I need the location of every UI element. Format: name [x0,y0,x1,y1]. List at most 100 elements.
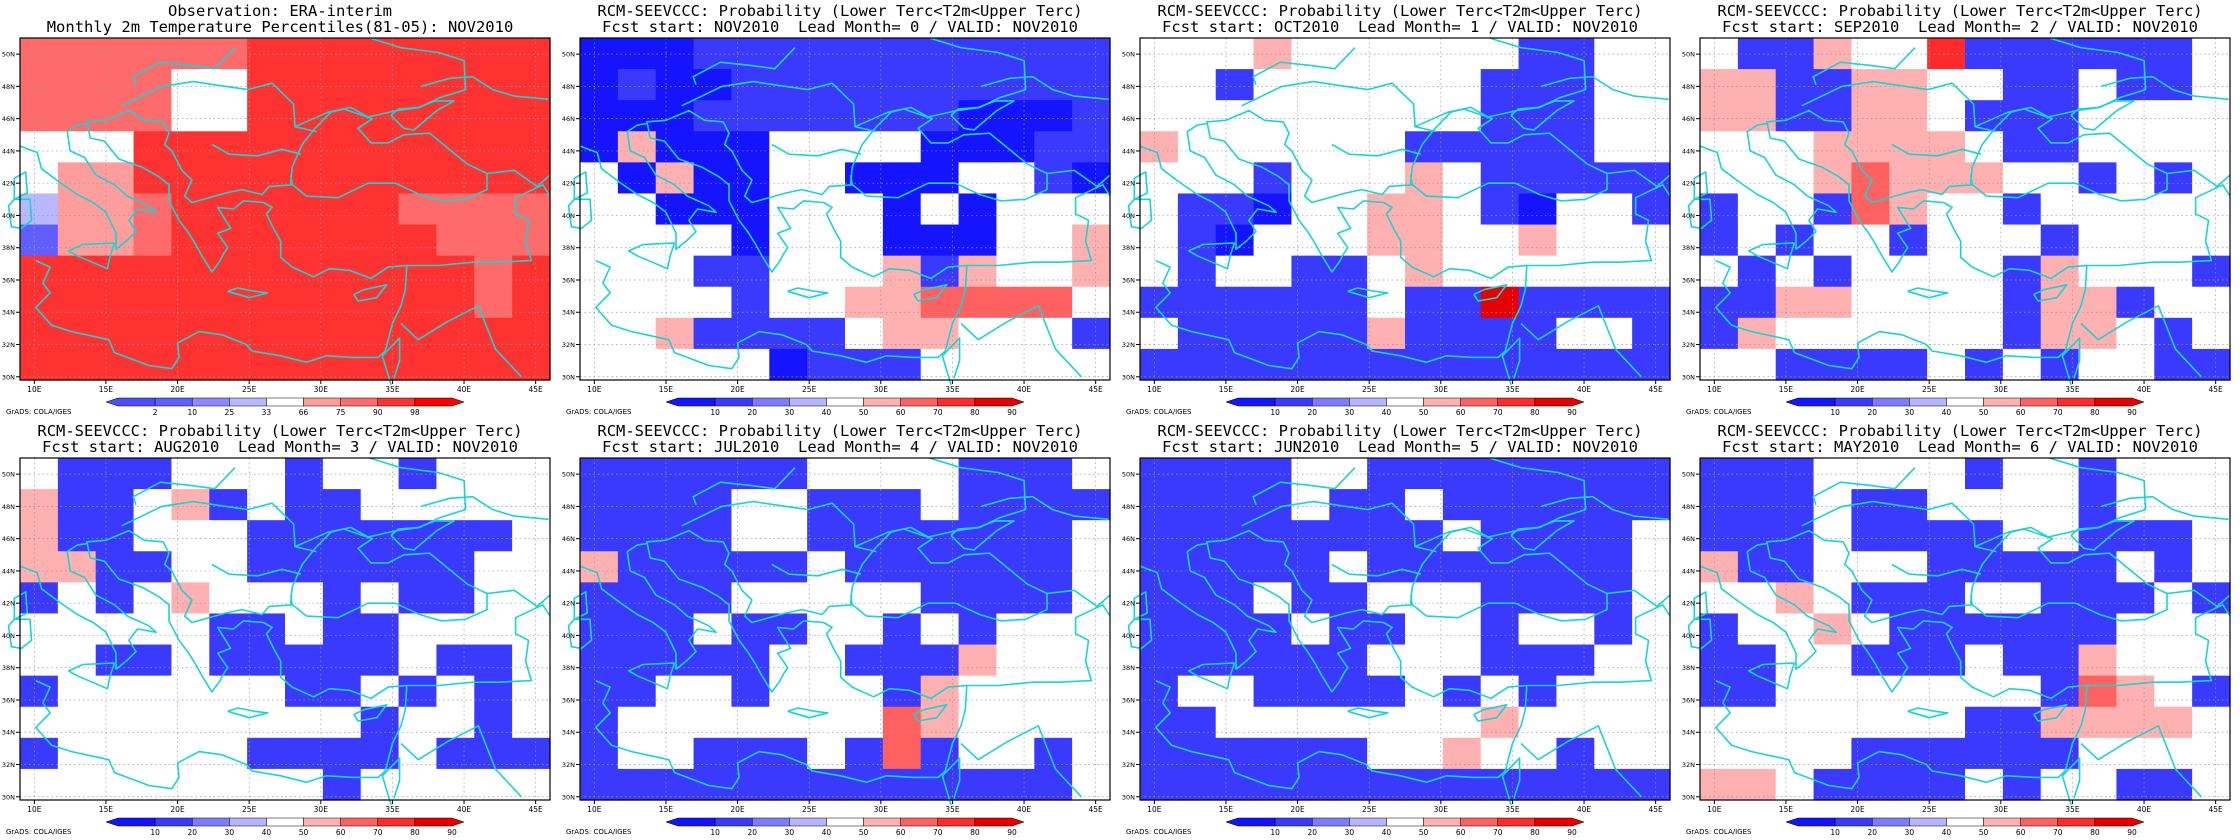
grid-cell [1814,131,1852,163]
lat-tick-label: 50N [1122,51,1135,59]
grid-cell [1216,769,1254,801]
colorbar-label: 40 [1382,828,1392,837]
grid-cell [2003,131,2041,163]
grid-cell [1556,489,1594,521]
colorbar-label: 10 [1270,408,1280,417]
grid-cell [2154,349,2192,381]
grads-credit: GrADS: COLA/IGES [1686,828,1751,836]
lon-tick-label: 25E [802,805,817,814]
grid-cell [1034,349,1072,381]
grid-cell [171,613,209,645]
grid-cell [1965,349,2003,381]
grid-cell [1556,162,1594,194]
grid-cell [512,551,550,583]
grid-cell [921,287,959,319]
grid-cell [1632,613,1670,645]
map-plot-lead3: 10E 15E 20E 25E 30E 35E 40E 45E30N32N34N36N38N4… [0,420,560,840]
grid-cell [1443,256,1481,288]
grid-cell [1254,645,1292,677]
grid-cell [883,520,921,552]
grid-cell [1738,287,1776,319]
grid-cell [1367,100,1405,132]
grid-cell [361,69,399,101]
grid-cell [1405,193,1443,225]
lon-tick-label: 10E [27,385,42,394]
colorbar-label: 50 [299,828,309,837]
grid-cell [2041,707,2079,739]
grid-cell [1140,287,1178,319]
grid-cell [361,613,399,645]
grid-cell [694,738,732,770]
grid-cell [474,613,512,645]
grid-cell [1776,707,1814,739]
grid-cell [845,131,883,163]
grid-cell [959,489,997,521]
grid-cell [399,458,437,490]
lat-tick-label: 44N [562,567,575,575]
grid-cell [1329,349,1367,381]
colorbar-label: 90 [1567,408,1577,417]
grid-cell [1927,38,1965,70]
grid-cell [1594,225,1632,257]
grid-cell [2003,707,2041,739]
grid-cell [20,349,58,381]
colorbar-swatch [1275,818,1312,826]
lat-tick-label: 30N [562,793,575,801]
grid-cell [996,676,1034,708]
grid-cell [2116,645,2154,677]
grid-cell [474,193,512,225]
colorbar-label: 90 [1007,408,1017,417]
grid-cell [2154,707,2192,739]
lon-tick-label: 30E [1434,385,1449,394]
grid-cell [1965,489,2003,521]
colorbar-swatch [192,398,229,406]
grid-cell [285,613,323,645]
colorbar-swatch [229,818,266,826]
lon-tick-label: 15E [659,805,674,814]
colorbar-swatch [864,398,901,406]
grid-cell [1072,349,1110,381]
grid-cell [883,225,921,257]
lon-tick-label: 25E [242,805,257,814]
colorbar-swatch [155,398,192,406]
colorbar-swatch [1909,818,1946,826]
grid-cell [1965,769,2003,801]
grads-credit: GrADS: COLA/IGES [566,408,631,416]
grid-cell [58,100,96,132]
lat-tick-label: 50N [562,51,575,59]
lat-tick-label: 38N [2,244,15,252]
grid-cell [1700,256,1738,288]
panel-title-line2: Fcst start: JUN2010 Lead Month= 5 / VALI… [1120,439,1680,456]
grid-cell [1254,458,1292,490]
lon-tick-label: 30E [314,385,329,394]
grid-cell [694,131,732,163]
grid-cell [134,582,172,614]
lat-tick-label: 48N [1122,503,1135,511]
grid-cell [1034,582,1072,614]
grid-cell [1140,769,1178,801]
grid-cell [883,645,921,677]
grid-cell [1291,225,1329,257]
grid-cell [436,256,474,288]
grid-cell [1481,769,1519,801]
grid-cell [1556,349,1594,381]
grid-cell [580,287,618,319]
lon-tick-label: 20E [1850,385,1865,394]
lat-tick-label: 30N [1682,373,1695,381]
lat-tick-label: 34N [1682,309,1695,317]
grid-cell [1034,131,1072,163]
grid-cell [96,349,134,381]
grid-cell [1776,69,1814,101]
grid-cell [580,256,618,288]
grid-cell [1851,551,1889,583]
lat-tick-label: 42N [562,180,575,188]
panel-title-line2: Fcst start: OCT2010 Lead Month= 1 / VALI… [1120,19,1680,36]
colorbar-label: 25 [225,408,235,417]
lat-tick-label: 46N [1122,535,1135,543]
grid-cell [883,100,921,132]
grid-cell [2003,69,2041,101]
grid-cell [1178,349,1216,381]
grid-cell [731,131,769,163]
grid-cell [1443,707,1481,739]
grid-cell [1776,256,1814,288]
